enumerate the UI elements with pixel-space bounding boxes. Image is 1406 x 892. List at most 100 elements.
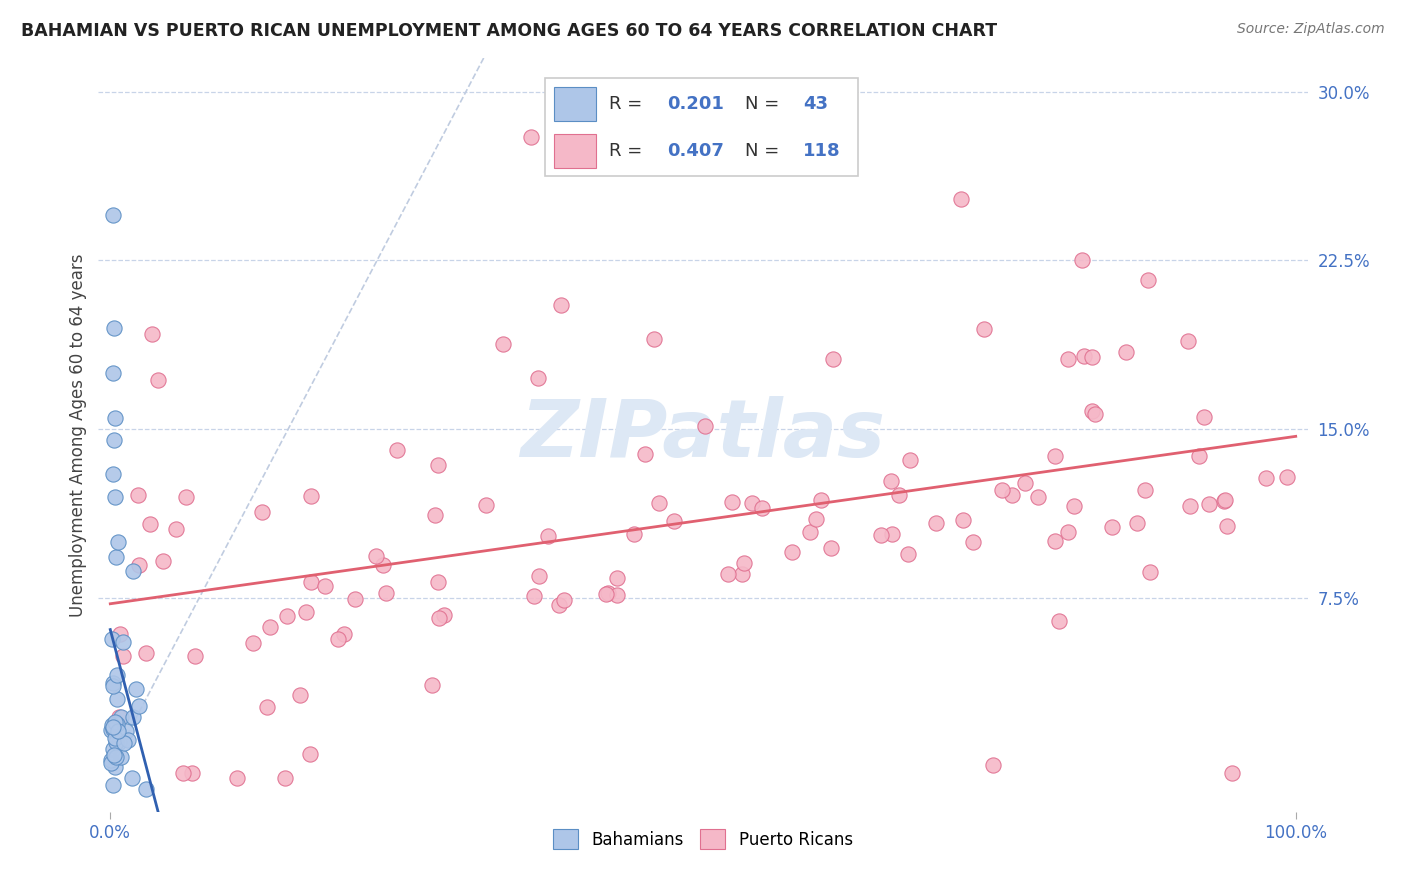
Point [101, 679, 124, 693]
Point [104, 549, 127, 564]
Point [870, 527, 893, 541]
Point [328, 632, 350, 647]
Y-axis label: Unemployment Among Ages 60 to 64 years: Unemployment Among Ages 60 to 64 years [69, 253, 87, 616]
Point [101, 741, 124, 756]
Point [1047, 615, 1070, 629]
Point [100, 632, 122, 647]
Point [101, 718, 124, 732]
Text: 0.201: 0.201 [668, 95, 724, 112]
Point [898, 453, 921, 467]
Point [527, 371, 550, 385]
Point [1115, 345, 1137, 359]
Point [821, 351, 844, 366]
Point [925, 516, 948, 531]
Point [605, 588, 627, 602]
Point [1057, 352, 1080, 367]
Point [1126, 516, 1149, 530]
Point [1212, 494, 1234, 508]
Text: ZIPatlas: ZIPatlas [520, 396, 886, 474]
Point [112, 736, 135, 750]
Point [250, 505, 273, 519]
Point [299, 575, 322, 590]
Point [598, 585, 620, 599]
Point [806, 512, 828, 526]
Point [527, 569, 550, 583]
Text: N =: N = [745, 142, 785, 160]
Point [880, 527, 903, 541]
Point [492, 337, 515, 351]
Point [276, 608, 298, 623]
Point [101, 209, 124, 223]
Point [427, 611, 450, 625]
Point [128, 699, 150, 714]
Point [103, 676, 125, 690]
Point [103, 321, 125, 335]
Point [1026, 490, 1049, 504]
Point [104, 731, 127, 746]
Point [952, 512, 974, 526]
Point [273, 771, 295, 785]
Point [981, 758, 1004, 772]
Point [990, 483, 1012, 497]
Point [121, 771, 143, 785]
FancyBboxPatch shape [554, 135, 596, 168]
Text: N =: N = [745, 95, 785, 112]
Text: 43: 43 [803, 95, 828, 112]
Point [226, 771, 249, 785]
Point [135, 646, 157, 660]
Point [110, 710, 132, 724]
Point [117, 733, 139, 747]
Point [128, 558, 150, 572]
Point [104, 490, 127, 504]
Point [810, 492, 832, 507]
Point [105, 691, 128, 706]
Point [973, 321, 995, 335]
Point [105, 716, 128, 731]
Point [820, 541, 842, 555]
Point [103, 434, 125, 448]
Point [880, 475, 903, 489]
Point [734, 556, 756, 570]
Point [426, 458, 449, 473]
Point [623, 526, 645, 541]
Point [299, 489, 322, 503]
Point [385, 443, 408, 458]
Point [780, 544, 803, 558]
Point [1063, 499, 1085, 513]
Point [103, 720, 125, 734]
Point [174, 490, 197, 504]
FancyBboxPatch shape [544, 78, 858, 177]
Point [103, 747, 125, 762]
Point [124, 682, 146, 697]
Point [896, 548, 918, 562]
Point [606, 571, 628, 585]
Point [122, 564, 145, 578]
Point [695, 418, 717, 433]
Point [101, 366, 124, 380]
Point [100, 756, 122, 770]
Point [664, 514, 686, 528]
Text: R =: R = [609, 95, 648, 112]
Point [111, 649, 134, 664]
Point [375, 586, 398, 600]
Point [1133, 483, 1156, 497]
Point [433, 607, 456, 622]
Point [108, 627, 131, 641]
Point [1043, 449, 1066, 463]
Point [1198, 498, 1220, 512]
Point [1139, 566, 1161, 580]
Point [1220, 766, 1243, 780]
Point [135, 782, 157, 797]
Point [373, 558, 395, 572]
Point [104, 714, 127, 729]
Point [1073, 349, 1095, 363]
Point [522, 589, 544, 603]
Point [519, 129, 541, 144]
Point [1043, 533, 1066, 548]
Point [110, 750, 132, 764]
Point [107, 710, 129, 724]
Text: 0.407: 0.407 [668, 142, 724, 160]
Point [1275, 470, 1298, 484]
Point [141, 327, 163, 342]
Point [643, 332, 665, 346]
